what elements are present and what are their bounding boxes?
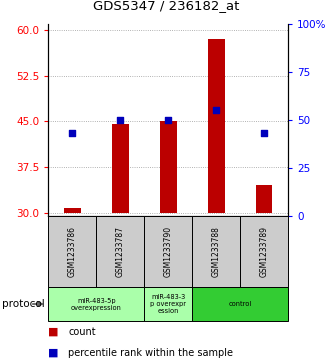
Bar xyxy=(192,287,288,321)
Point xyxy=(261,130,267,136)
Text: ■: ■ xyxy=(48,347,59,358)
Text: miR-483-3
p overexpr
ession: miR-483-3 p overexpr ession xyxy=(150,294,186,314)
Bar xyxy=(64,208,81,213)
Bar xyxy=(48,216,96,287)
Text: control: control xyxy=(228,301,252,307)
Text: miR-483-5p
overexpression: miR-483-5p overexpression xyxy=(71,298,122,310)
Bar xyxy=(256,185,272,213)
Text: GSM1233786: GSM1233786 xyxy=(68,226,77,277)
Point xyxy=(166,117,171,123)
Bar xyxy=(48,287,144,321)
Text: GDS5347 / 236182_at: GDS5347 / 236182_at xyxy=(93,0,240,12)
Bar xyxy=(240,216,288,287)
Point xyxy=(118,117,123,123)
Point xyxy=(70,130,75,136)
Text: GSM1233787: GSM1233787 xyxy=(116,226,125,277)
Bar xyxy=(144,216,192,287)
Bar xyxy=(144,287,192,321)
Text: percentile rank within the sample: percentile rank within the sample xyxy=(68,347,233,358)
Text: GSM1233790: GSM1233790 xyxy=(164,226,173,277)
Text: count: count xyxy=(68,327,96,337)
Bar xyxy=(96,216,144,287)
Bar xyxy=(208,39,224,213)
Text: GSM1233788: GSM1233788 xyxy=(211,226,221,277)
Bar xyxy=(112,125,129,213)
Text: GSM1233789: GSM1233789 xyxy=(259,226,269,277)
Text: protocol: protocol xyxy=(2,299,44,309)
Bar xyxy=(160,121,176,213)
Text: ■: ■ xyxy=(48,327,59,337)
Point xyxy=(213,107,219,113)
Bar xyxy=(192,216,240,287)
